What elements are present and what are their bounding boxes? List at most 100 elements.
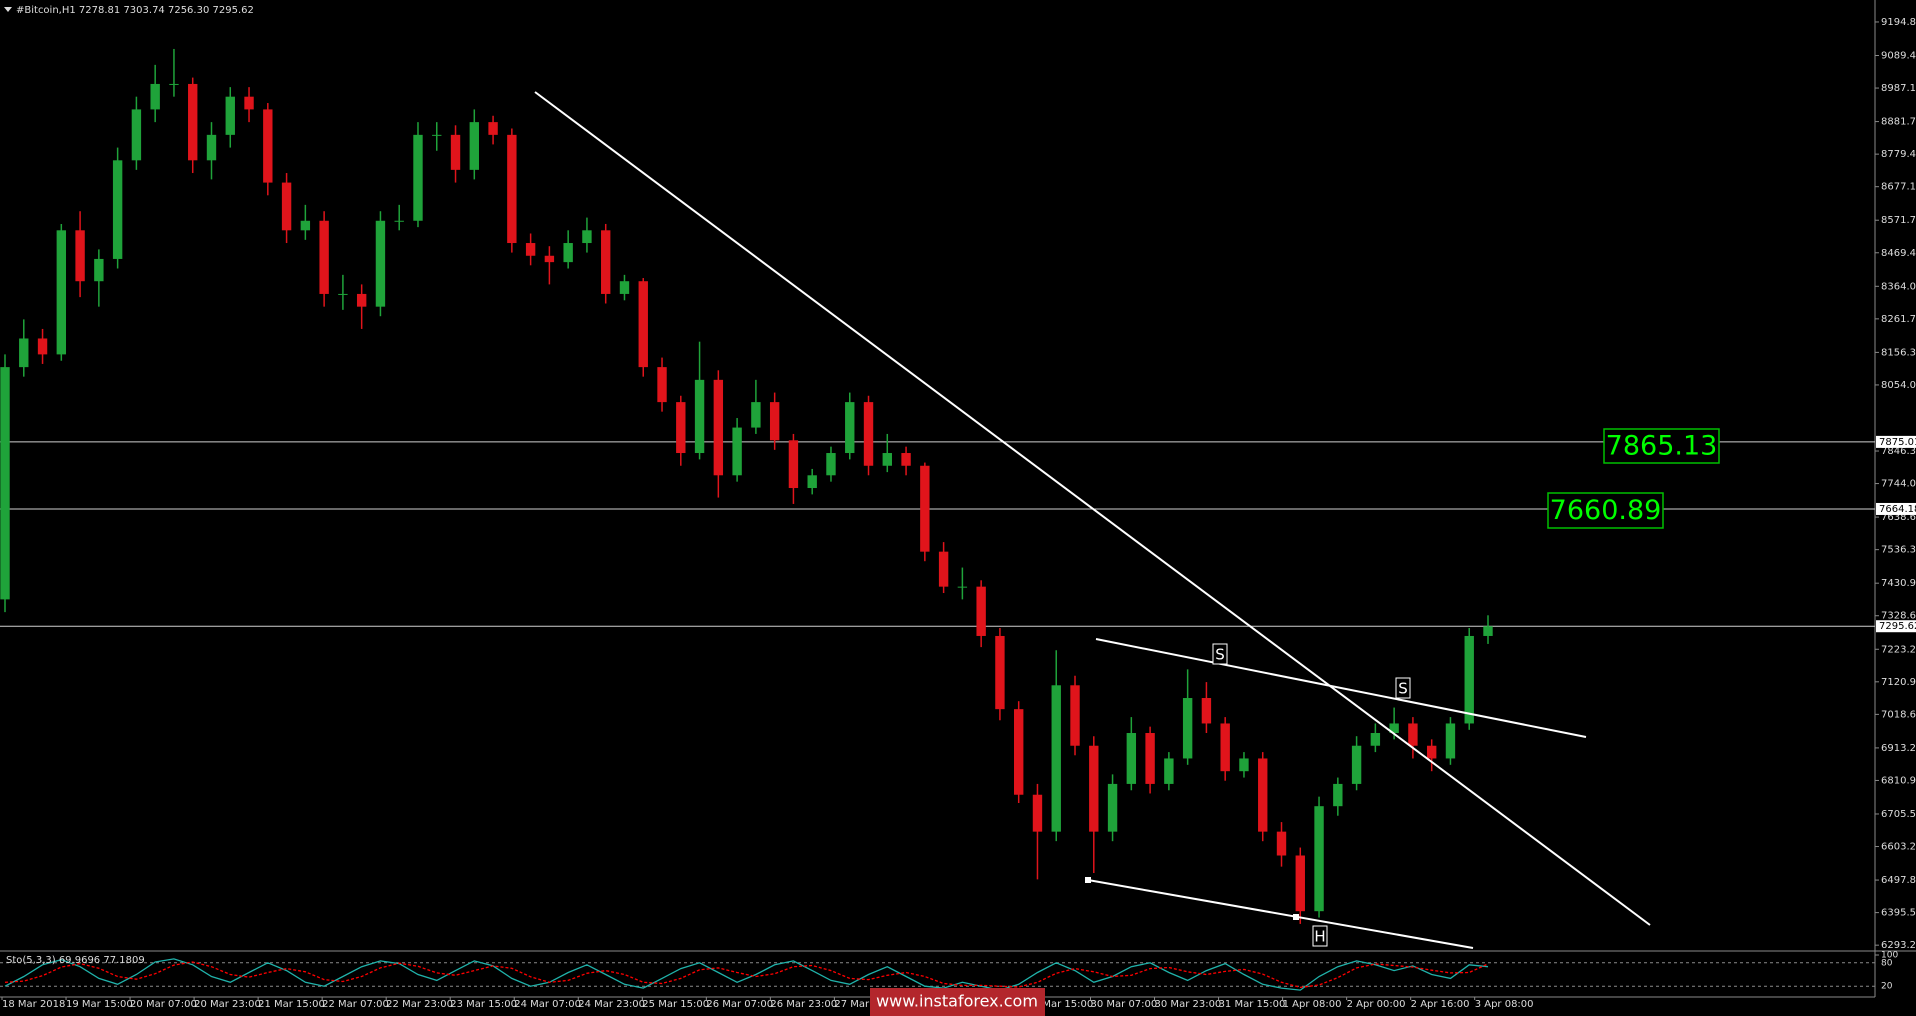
y-tick-label: 9089.40 bbox=[1881, 51, 1916, 62]
candle-body bbox=[150, 83, 160, 110]
x-tick-label: 22 Mar 07:00 bbox=[322, 999, 389, 1010]
level-label: 7865.13 bbox=[1606, 431, 1718, 462]
y-tick-label: 8881.70 bbox=[1881, 117, 1916, 128]
candle-body bbox=[713, 379, 724, 476]
indicator-line bbox=[4, 958, 1489, 991]
x-tick-label: 23 Mar 15:00 bbox=[450, 999, 517, 1010]
candle-body bbox=[469, 122, 479, 170]
y-tick-label: 6913.20 bbox=[1881, 743, 1916, 754]
candle-body bbox=[206, 134, 217, 161]
candle-body bbox=[582, 230, 592, 244]
candle-body bbox=[1089, 745, 1099, 832]
candle-body bbox=[601, 230, 611, 294]
candle-body bbox=[1276, 831, 1287, 856]
x-tick-label: 24 Mar 23:00 bbox=[578, 999, 645, 1010]
y-tick-label: 8364.00 bbox=[1881, 281, 1916, 292]
price-box-label: 7295.62 bbox=[1879, 621, 1916, 632]
candle-body bbox=[544, 255, 555, 263]
candle-body bbox=[1126, 733, 1137, 784]
channel-line bbox=[1087, 879, 1474, 949]
y-tick-label: 6497.80 bbox=[1881, 875, 1916, 886]
candle-body bbox=[769, 402, 780, 441]
y-tick-label: 8987.10 bbox=[1881, 83, 1916, 94]
y-tick-label: 6395.50 bbox=[1881, 908, 1916, 919]
y-tick-label: 8156.30 bbox=[1881, 347, 1916, 358]
candle-body bbox=[525, 243, 536, 256]
neckline bbox=[1095, 638, 1587, 738]
candle-body bbox=[845, 402, 855, 454]
chart-header: #Bitcoin,H1 7278.81 7303.74 7256.30 7295… bbox=[16, 5, 254, 16]
candle-body bbox=[638, 281, 648, 368]
menu-triangle bbox=[4, 7, 12, 12]
candle-body bbox=[676, 402, 686, 454]
candle-body bbox=[1333, 783, 1343, 807]
y-tick-label: 8261.70 bbox=[1881, 314, 1916, 325]
x-tick-label: 24 Mar 07:00 bbox=[514, 999, 581, 1010]
candle-body bbox=[432, 134, 442, 136]
x-tick-label: 26 Mar 23:00 bbox=[770, 999, 837, 1010]
pattern-box bbox=[1312, 925, 1328, 947]
candle-body bbox=[450, 134, 461, 170]
x-tick-label: 30 Mar 07:00 bbox=[1091, 999, 1158, 1010]
y-tick-label: 7846.30 bbox=[1881, 446, 1916, 457]
x-tick-label: 31 Mar 15:00 bbox=[1219, 999, 1286, 1010]
y-tick-label: 7018.60 bbox=[1881, 709, 1916, 720]
candle-body bbox=[319, 220, 329, 294]
candle-body bbox=[244, 96, 254, 110]
candle-body bbox=[1201, 698, 1212, 724]
candle-body bbox=[338, 293, 348, 295]
axes: 9194.80 9089.40 8987.10 8881.70 8779.40 8677.… bbox=[1, 17, 1916, 1010]
candle-body bbox=[263, 109, 273, 183]
candle-body bbox=[1351, 745, 1362, 784]
candle-body bbox=[1107, 783, 1118, 832]
candle-body bbox=[1408, 723, 1418, 746]
y-tick-label: 20 bbox=[1881, 982, 1893, 992]
y-tick-label: 80 bbox=[1881, 958, 1893, 968]
candle-body bbox=[75, 230, 85, 282]
candle-body bbox=[863, 402, 874, 466]
candle-body bbox=[1182, 698, 1193, 759]
y-tick-label: 6705.50 bbox=[1881, 809, 1916, 820]
y-tick-label: 6603.20 bbox=[1881, 842, 1916, 853]
price-lines bbox=[0, 441, 1875, 991]
candle-body bbox=[1426, 745, 1437, 759]
x-tick-label: 25 Mar 15:00 bbox=[642, 999, 709, 1010]
y-tick-label: 7328.60 bbox=[1881, 611, 1916, 622]
candle-body bbox=[94, 258, 104, 282]
candle-body bbox=[957, 586, 968, 588]
pattern-box bbox=[1395, 677, 1411, 699]
candle-body bbox=[694, 379, 705, 454]
candle-body bbox=[788, 440, 799, 489]
indicator-line bbox=[4, 961, 1489, 989]
candle-body bbox=[225, 96, 235, 135]
candle-body bbox=[732, 427, 742, 476]
candle-body bbox=[901, 453, 911, 466]
candle-body bbox=[300, 220, 311, 231]
candle-body bbox=[1051, 685, 1061, 832]
annotations: 7865.13 7660.89 S S H bbox=[1212, 428, 1720, 947]
candle-body bbox=[1220, 723, 1230, 772]
candle-body bbox=[0, 367, 10, 600]
watermark-box bbox=[870, 988, 1045, 1016]
pattern-label: S bbox=[1398, 680, 1408, 698]
candle-body bbox=[826, 453, 836, 476]
anchor bbox=[1293, 914, 1299, 920]
y-tick-label: 8779.40 bbox=[1881, 149, 1916, 160]
y-tick-label: 6293.20 bbox=[1881, 940, 1916, 951]
y-tick-label: 6810.90 bbox=[1881, 775, 1916, 786]
candle-body bbox=[188, 83, 198, 161]
x-tick-label: 2 Apr 00:00 bbox=[1347, 999, 1406, 1010]
x-tick-label: 30 Mar 23:00 bbox=[1155, 999, 1222, 1010]
watermark: www.instaforex.com bbox=[876, 992, 1038, 1011]
y-tick-label: 9194.80 bbox=[1881, 17, 1916, 28]
price-box-label: 7664.18 bbox=[1879, 504, 1916, 515]
candle-body bbox=[1014, 709, 1024, 795]
y-tick-label: 8054.00 bbox=[1881, 380, 1916, 391]
candle-body bbox=[882, 453, 892, 466]
candle-body bbox=[807, 475, 817, 489]
candle-body bbox=[920, 465, 930, 552]
candle-body bbox=[488, 122, 498, 135]
y-tick-label: 7638.60 bbox=[1881, 512, 1916, 523]
pattern-box bbox=[1212, 643, 1228, 665]
candle-body bbox=[1295, 855, 1305, 912]
